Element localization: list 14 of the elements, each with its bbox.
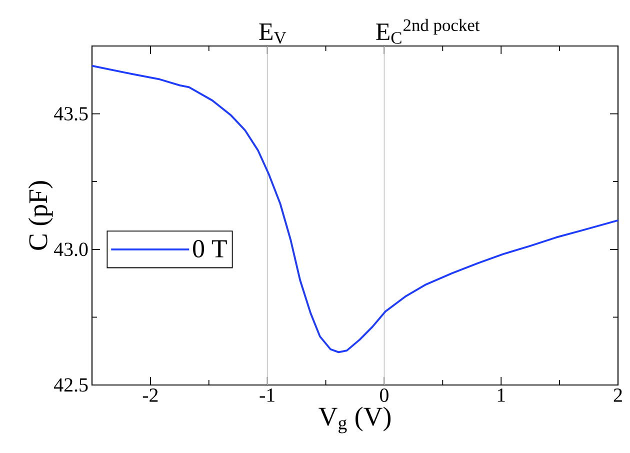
ref-line-label: E$_{V}$ bbox=[259, 24, 286, 44]
x-tick-label: -2 bbox=[142, 388, 158, 402]
y-axis-title: C (pF) bbox=[28, 181, 53, 250]
y-tick-label: 43.0 bbox=[54, 242, 88, 256]
line-series bbox=[91, 64, 619, 354]
x-axis-title: V$_{g}$ (V) bbox=[318, 406, 391, 434]
legend-label: 0 T bbox=[193, 240, 227, 258]
x-tick-label: 2 bbox=[614, 388, 622, 402]
x-tick-label: 1 bbox=[498, 388, 505, 402]
y-tick-label: 43.5 bbox=[54, 107, 88, 121]
y-tick-label: 42.5 bbox=[54, 378, 88, 392]
x-tick-label: -1 bbox=[260, 388, 274, 402]
ref-line-label: E$_{C}$2nd pocket bbox=[376, 18, 480, 44]
x-tick-label: 0 bbox=[380, 388, 388, 402]
